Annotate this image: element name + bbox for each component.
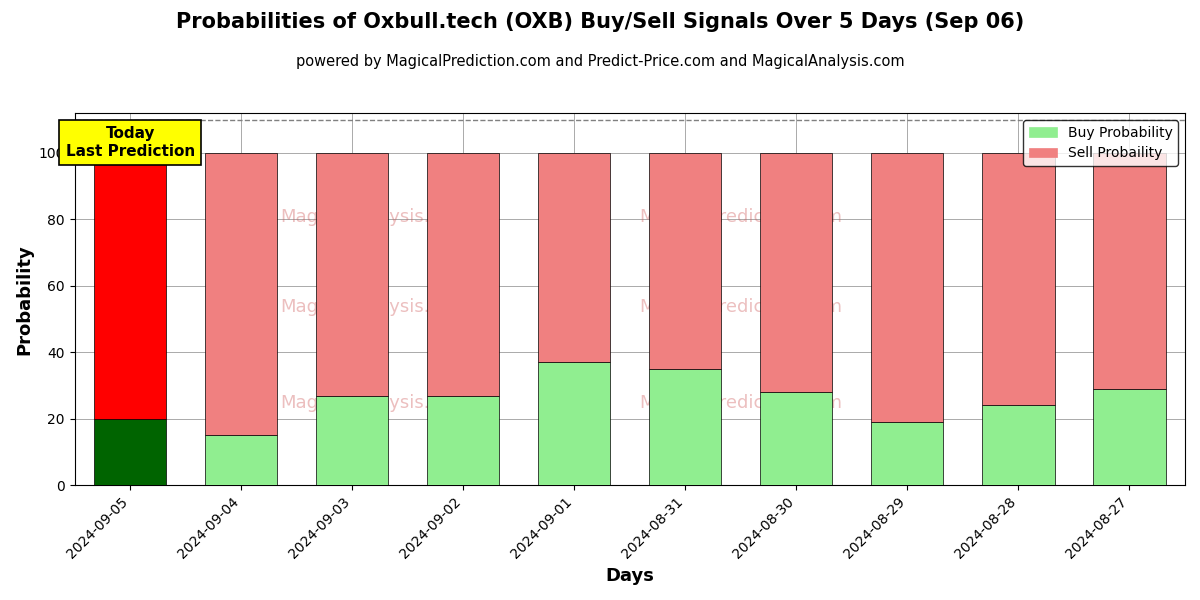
Bar bbox=[427, 153, 499, 395]
Bar bbox=[205, 153, 277, 436]
Bar bbox=[316, 395, 389, 485]
Bar bbox=[649, 153, 721, 369]
Legend: Buy Probability, Sell Probaility: Buy Probability, Sell Probaility bbox=[1024, 120, 1178, 166]
Bar bbox=[205, 436, 277, 485]
Bar bbox=[316, 153, 389, 395]
X-axis label: Days: Days bbox=[605, 567, 654, 585]
Bar bbox=[94, 419, 167, 485]
Bar bbox=[1093, 389, 1165, 485]
Text: Probabilities of Oxbull.tech (OXB) Buy/Sell Signals Over 5 Days (Sep 06): Probabilities of Oxbull.tech (OXB) Buy/S… bbox=[176, 12, 1024, 32]
Text: Today
Last Prediction: Today Last Prediction bbox=[66, 126, 194, 158]
Bar bbox=[761, 392, 833, 485]
Bar bbox=[761, 153, 833, 392]
Bar bbox=[871, 422, 943, 485]
Bar bbox=[983, 153, 1055, 406]
Bar bbox=[983, 406, 1055, 485]
Text: MagicalAnalysis.com: MagicalAnalysis.com bbox=[281, 298, 468, 316]
Text: MagicalAnalysis.com: MagicalAnalysis.com bbox=[281, 208, 468, 226]
Text: MagicalPrediction.com: MagicalPrediction.com bbox=[640, 208, 842, 226]
Bar bbox=[871, 153, 943, 422]
Text: MagicalAnalysis.com: MagicalAnalysis.com bbox=[281, 394, 468, 412]
Bar bbox=[1093, 153, 1165, 389]
Text: MagicalPrediction.com: MagicalPrediction.com bbox=[640, 394, 842, 412]
Bar bbox=[539, 153, 611, 362]
Bar bbox=[94, 153, 167, 419]
Y-axis label: Probability: Probability bbox=[16, 244, 34, 355]
Bar bbox=[539, 362, 611, 485]
Bar bbox=[649, 369, 721, 485]
Text: powered by MagicalPrediction.com and Predict-Price.com and MagicalAnalysis.com: powered by MagicalPrediction.com and Pre… bbox=[295, 54, 905, 69]
Text: MagicalPrediction.com: MagicalPrediction.com bbox=[640, 298, 842, 316]
Bar bbox=[427, 395, 499, 485]
